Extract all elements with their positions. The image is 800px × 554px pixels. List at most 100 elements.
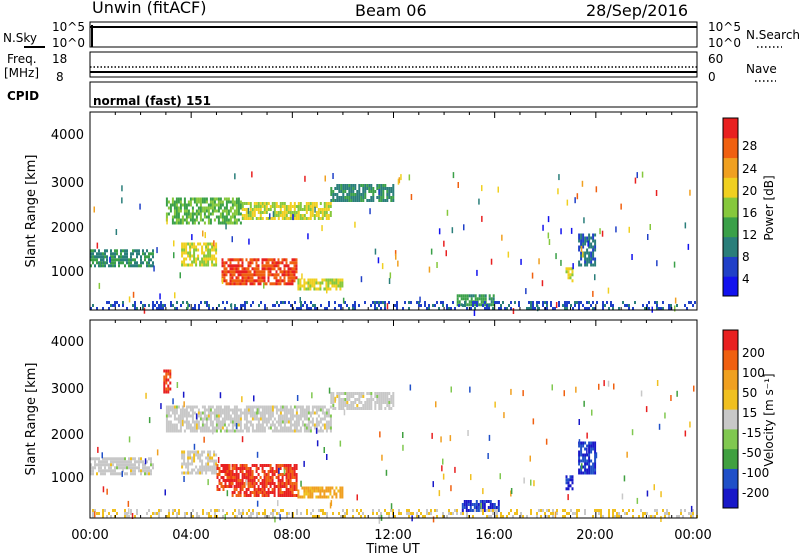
echo-cell <box>382 199 385 202</box>
echo-cell <box>110 515 112 518</box>
echo-cell <box>299 429 302 433</box>
xtick-1200: 12:00 <box>374 528 411 543</box>
echo-cell <box>165 420 168 424</box>
echo-cell <box>360 196 363 199</box>
echo-cell <box>241 208 244 211</box>
echo-cell <box>456 512 458 515</box>
echo-cell <box>590 254 593 258</box>
echo-cell <box>150 258 152 262</box>
echo-cell <box>165 411 168 415</box>
echo-cell <box>176 515 178 518</box>
echo-cell <box>382 392 385 395</box>
echo-cell <box>245 488 248 491</box>
echo-cell <box>314 206 316 213</box>
echo-cell <box>315 495 318 499</box>
colorbar-swatch <box>723 118 738 139</box>
echo-cell <box>291 482 294 485</box>
cpid-label: CPID <box>7 89 39 103</box>
echo-cell <box>370 184 373 187</box>
echo-cell <box>205 471 208 475</box>
echo-cell <box>221 278 224 284</box>
echo-cell <box>261 420 264 424</box>
echo-cell <box>257 264 260 268</box>
echo-cell <box>233 491 236 494</box>
echo-cell <box>221 258 224 262</box>
echo-cell <box>289 214 292 217</box>
echo-cell <box>317 214 320 217</box>
echo-cell <box>483 500 486 503</box>
echo-cell <box>191 221 194 225</box>
echo-cell <box>287 464 290 467</box>
echo-cell <box>146 264 148 268</box>
echo-cell <box>90 258 92 262</box>
echo-cell <box>248 238 250 245</box>
echo-cell <box>172 304 174 307</box>
echo-cell <box>321 408 324 412</box>
echo-cell <box>179 272 181 279</box>
echo-cell <box>233 218 236 222</box>
echo-cell <box>552 515 554 518</box>
echo-cell <box>580 471 583 475</box>
echo-cell <box>454 466 456 473</box>
echo-cell <box>195 257 198 261</box>
echo-cell <box>92 515 94 518</box>
echo-cell <box>323 214 326 217</box>
echo-cell <box>245 417 248 421</box>
echo-cell <box>245 464 248 467</box>
echo-cell <box>580 301 582 304</box>
echo-cell <box>245 494 248 497</box>
echo-cell <box>272 304 274 307</box>
echo-cell <box>280 509 282 512</box>
echo-cell <box>201 218 204 222</box>
echo-cell <box>243 279 246 283</box>
echo-cell <box>261 258 264 262</box>
echo-cell <box>114 472 116 476</box>
echo-cell <box>223 276 226 280</box>
echo-cell <box>211 423 214 427</box>
echo-cell <box>273 491 276 494</box>
echo-cell <box>293 273 296 277</box>
echo-cell <box>303 423 306 427</box>
echo-cell <box>211 468 214 472</box>
echo-cell <box>243 473 246 476</box>
echo-cell <box>291 473 294 476</box>
echo-cell <box>228 473 231 476</box>
echo-cell <box>228 467 231 470</box>
echo-cell <box>594 453 597 457</box>
echo-cell <box>565 481 568 485</box>
echo-cell <box>285 476 288 479</box>
echo-cell <box>376 512 378 515</box>
echo-cell <box>318 509 320 512</box>
echo-cell <box>197 423 200 427</box>
echo-cell <box>463 224 465 231</box>
echo-cell <box>245 282 248 286</box>
echo-cell <box>215 242 218 246</box>
echo-cell <box>327 202 330 205</box>
echo-cell <box>199 459 202 463</box>
echo-cell <box>323 287 326 291</box>
echo-cell <box>231 212 234 216</box>
nsearch-label: N.Search <box>746 28 800 42</box>
echo-cell <box>171 200 174 204</box>
echo-cell <box>493 503 496 506</box>
echo-cell <box>297 495 300 499</box>
echo-cell <box>284 301 286 304</box>
echo-cell <box>582 236 585 240</box>
echo-cell <box>350 190 353 193</box>
echo-cell <box>300 480 302 487</box>
echo-cell <box>386 395 389 398</box>
echo-cell <box>219 414 222 418</box>
echo-cell <box>520 515 522 518</box>
echo-cell <box>616 515 618 518</box>
echo-cell <box>352 307 354 310</box>
echo-cell <box>613 383 615 390</box>
echo-cell <box>342 398 345 401</box>
echo-cell <box>134 457 136 461</box>
echo-cell <box>500 515 502 518</box>
echo-cell <box>594 307 596 310</box>
echo-cell <box>187 212 190 216</box>
echo-cell <box>584 254 587 258</box>
echo-cell <box>249 476 252 479</box>
echo-cell <box>251 470 254 473</box>
echo-cell <box>226 476 229 479</box>
